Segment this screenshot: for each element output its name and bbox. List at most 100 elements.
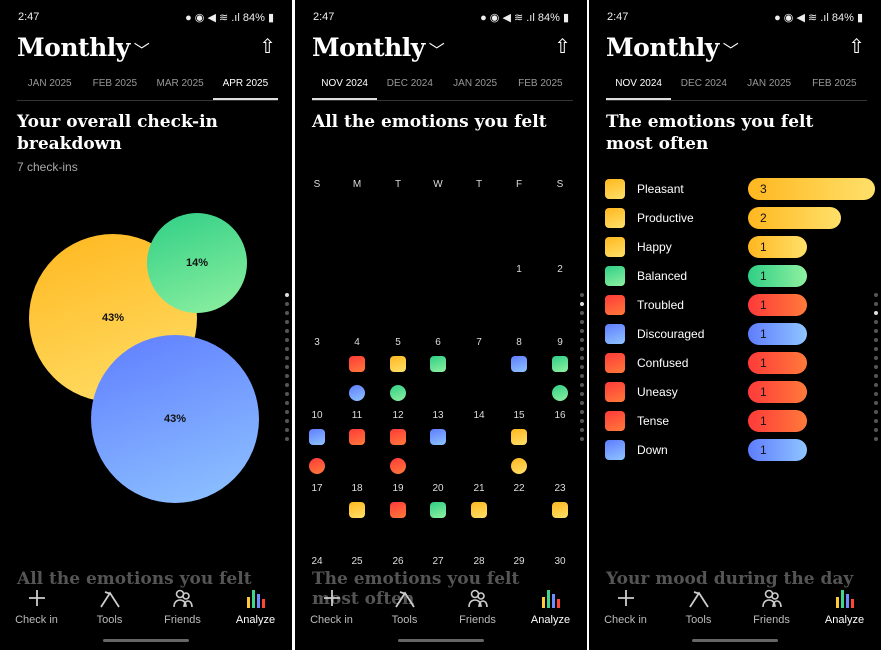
tab-month[interactable]: DEC 2024: [680, 78, 727, 89]
nav-check-in[interactable]: Check in: [589, 590, 662, 627]
emotion-yellow-icon[interactable]: [471, 502, 487, 518]
emotion-yellow-icon[interactable]: [390, 356, 406, 372]
calendar-day[interactable]: 23: [554, 483, 566, 494]
calendar-day[interactable]: 27: [432, 556, 444, 567]
calendar-day[interactable]: 3: [314, 337, 320, 348]
calendar-day[interactable]: 17: [311, 483, 323, 494]
tab-month[interactable]: APR 2025: [212, 76, 278, 100]
chevron-down-icon: ﹀: [133, 41, 150, 60]
period-dropdown[interactable]: Monthly ﹀: [312, 33, 445, 62]
page-indicator[interactable]: [874, 293, 878, 446]
emotion-yellow-icon[interactable]: [349, 502, 365, 518]
tab-month[interactable]: JAN 2025: [747, 78, 792, 89]
calendar-day[interactable]: 30: [554, 556, 566, 567]
calendar-day[interactable]: 25: [351, 556, 363, 567]
emotion-green-icon[interactable]: [390, 385, 406, 401]
calendar-day[interactable]: 20: [432, 483, 444, 494]
nav-friends[interactable]: Friends: [441, 589, 514, 627]
emotion-red-icon[interactable]: [349, 429, 365, 445]
calendar-day[interactable]: 26: [392, 556, 404, 567]
emotion-yellow-icon[interactable]: [552, 502, 568, 518]
emotion-row[interactable]: Balanced 1: [605, 265, 875, 287]
calendar-day[interactable]: 14: [473, 410, 485, 421]
nav-tools[interactable]: Tools: [73, 591, 146, 627]
nav-tools[interactable]: Tools: [662, 591, 735, 627]
share-icon[interactable]: ⇧: [259, 34, 276, 58]
calendar-day[interactable]: 21: [473, 483, 485, 494]
emotion-green-icon[interactable]: [552, 385, 568, 401]
calendar-day[interactable]: 2: [557, 264, 563, 275]
bubble-green[interactable]: 14%: [147, 213, 247, 313]
tab-month[interactable]: DEC 2024: [386, 78, 433, 89]
calendar-day[interactable]: 7: [476, 337, 482, 348]
calendar-day[interactable]: 9: [557, 337, 563, 348]
tab-month[interactable]: FEB 2025: [518, 78, 563, 89]
emotion-blue-icon[interactable]: [349, 385, 365, 401]
emotion-row[interactable]: Down 1: [605, 439, 875, 461]
calendar-day[interactable]: 11: [351, 410, 363, 421]
calendar-day[interactable]: 16: [554, 410, 566, 421]
share-icon[interactable]: ⇧: [554, 34, 571, 58]
nav-analyze[interactable]: Analyze: [219, 590, 292, 627]
share-icon[interactable]: ⇧: [848, 34, 865, 58]
tab-month[interactable]: JAN 2025: [453, 78, 498, 89]
tab-month[interactable]: FEB 2025: [812, 78, 857, 89]
emotion-count: 1: [760, 385, 767, 399]
emotion-row[interactable]: Pleasant 3: [605, 178, 875, 200]
calendar-day[interactable]: 5: [395, 337, 401, 348]
nav-analyze[interactable]: Analyze: [808, 590, 881, 627]
nav-analyze[interactable]: Analyze: [514, 590, 587, 627]
calendar-day[interactable]: 12: [392, 410, 404, 421]
calendar-day[interactable]: 28: [473, 556, 485, 567]
emotion-row[interactable]: Productive 2: [605, 207, 875, 229]
nav-friends[interactable]: Friends: [146, 589, 219, 627]
calendar-day[interactable]: 10: [311, 410, 323, 421]
calendar-day[interactable]: 22: [513, 483, 525, 494]
emotion-red-icon[interactable]: [349, 356, 365, 372]
tab-month[interactable]: JAN 2025: [27, 78, 72, 89]
friends-icon: [761, 586, 783, 608]
emotion-green-icon[interactable]: [552, 356, 568, 372]
nav-friends[interactable]: Friends: [735, 589, 808, 627]
nav-check-in[interactable]: Check in: [0, 590, 73, 627]
calendar-day[interactable]: 15: [513, 410, 525, 421]
emotion-red-icon[interactable]: [390, 429, 406, 445]
emotion-yellow-icon[interactable]: [511, 429, 527, 445]
emotion-yellow-icon[interactable]: [511, 458, 527, 474]
tab-month[interactable]: NOV 2024: [606, 76, 672, 100]
emotion-red-icon[interactable]: [390, 502, 406, 518]
calendar-day[interactable]: 24: [311, 556, 323, 567]
calendar-day[interactable]: 19: [392, 483, 404, 494]
emotion-row[interactable]: Happy 1: [605, 236, 875, 258]
emotion-row[interactable]: Confused 1: [605, 352, 875, 374]
emotion-row[interactable]: Troubled 1: [605, 294, 875, 316]
emotion-row[interactable]: Uneasy 1: [605, 381, 875, 403]
calendar-day[interactable]: 13: [432, 410, 444, 421]
nav-check-in[interactable]: Check in: [295, 590, 368, 627]
calendar-day[interactable]: 1: [516, 264, 522, 275]
calendar-day[interactable]: 8: [516, 337, 522, 348]
tab-month[interactable]: NOV 2024: [312, 76, 378, 100]
emotion-blue-icon[interactable]: [511, 356, 527, 372]
calendar-day[interactable]: 29: [513, 556, 525, 567]
period-dropdown[interactable]: Monthly ﹀: [17, 33, 150, 62]
page-indicator[interactable]: [580, 293, 584, 446]
emotion-row[interactable]: Tense 1: [605, 410, 875, 432]
bubble-blue[interactable]: 43%: [91, 335, 259, 503]
emotion-red-icon[interactable]: [390, 458, 406, 474]
emotion-count-bar: 1: [748, 439, 807, 461]
emotion-blue-icon[interactable]: [430, 429, 446, 445]
emotion-row[interactable]: Discouraged 1: [605, 323, 875, 345]
emotion-green-icon[interactable]: [430, 356, 446, 372]
emotion-blue-icon[interactable]: [309, 429, 325, 445]
tab-month[interactable]: MAR 2025: [156, 78, 204, 89]
nav-tools[interactable]: Tools: [368, 591, 441, 627]
emotion-green-icon[interactable]: [430, 502, 446, 518]
calendar-day[interactable]: 18: [351, 483, 363, 494]
tab-month[interactable]: FEB 2025: [92, 78, 138, 89]
calendar-day[interactable]: 6: [435, 337, 441, 348]
page-indicator[interactable]: [285, 293, 289, 446]
period-dropdown[interactable]: Monthly ﹀: [606, 33, 739, 62]
emotion-red-icon[interactable]: [309, 458, 325, 474]
calendar-day[interactable]: 4: [354, 337, 360, 348]
